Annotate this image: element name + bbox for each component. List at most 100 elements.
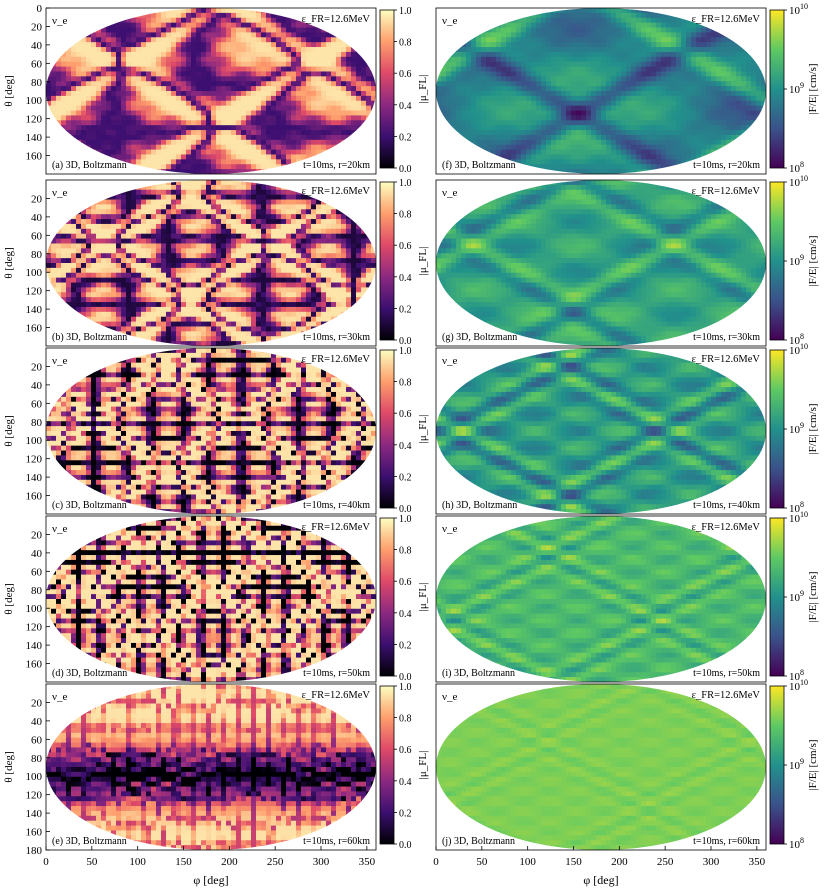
- panel-label: (g) 3D, Boltzmann: [442, 332, 517, 343]
- colorbar-tick-label: 108: [789, 500, 804, 515]
- colorbar-mu-5: 0.0 0.2 0.4 0.6 0.8 1.0 |μ_FL|: [379, 682, 429, 851]
- colorbar-tick-label: 1.0: [399, 6, 412, 17]
- colorbar-tick-label: 0.6: [399, 745, 412, 756]
- colorbar-tick-label: 1.0: [399, 514, 412, 525]
- plot-frame: [435, 179, 767, 347]
- panel-mu-5: ν_e ε_FR=12.6MeV (e) 3D, Boltzmann t=10ms, …: [26, 683, 377, 868]
- colorbar-tick-label: 109: [789, 421, 804, 436]
- x-tick-label: 350: [359, 856, 376, 868]
- x-tick-label: 100: [129, 856, 146, 868]
- colorbar-tick-label: 0.2: [399, 808, 412, 819]
- y-tick-label: 120: [26, 286, 43, 298]
- colorbar-tick-label: 1010: [789, 2, 808, 17]
- time-radius-label: t=10ms, r=40km: [303, 500, 370, 511]
- colorbar-bar: [769, 349, 785, 509]
- y-tick-label: 60: [31, 734, 43, 746]
- colorbar-mu-4: 0.0 0.2 0.4 0.6 0.8 1.0 |μ_FL|: [379, 514, 429, 683]
- y-tick-label: 120: [26, 790, 43, 802]
- colorbar-tick-label: 0.6: [399, 577, 412, 588]
- y-tick-label: 120: [26, 454, 43, 466]
- colorbar-mu-1: 0.0 0.2 0.4 0.6 0.8 1.0 |μ_FL|: [379, 6, 429, 175]
- colorbar-tick-label: 0.0: [399, 504, 412, 515]
- species-label: ν_e: [52, 355, 67, 367]
- energy-label: ε_FR=12.6MeV: [692, 690, 761, 701]
- x-tick-label: 50: [86, 856, 98, 868]
- x-tick-label: 0: [433, 856, 439, 868]
- colorbar-tick-label: 108: [789, 668, 804, 683]
- y-tick-label: 120: [26, 114, 43, 126]
- colorbar-bar: [769, 181, 785, 341]
- energy-label: ε_FR=12.6MeV: [692, 14, 761, 25]
- species-label: ν_e: [52, 15, 67, 27]
- time-radius-label: t=10ms, r=40km: [693, 500, 760, 511]
- panel-label: (c) 3D, Boltzmann: [52, 500, 127, 511]
- y-axis-label: θ [deg]: [3, 247, 15, 278]
- panel-label: (h) 3D, Boltzmann: [442, 500, 517, 511]
- panel-mu-2: ν_e ε_FR=12.6MeV (b) 3D, Boltzmann t=10ms, …: [26, 179, 377, 347]
- species-label: ν_e: [52, 523, 67, 535]
- energy-label: ε_FR=12.6MeV: [302, 186, 371, 197]
- colorbar-tick-label: 0.0: [399, 672, 412, 683]
- colorbar-tick-label: 0.2: [399, 472, 412, 483]
- colorbar-tick-label: 108: [789, 160, 804, 175]
- y-tick-label: 60: [31, 58, 43, 70]
- heatmap-cells: [46, 180, 376, 346]
- plot-frame: [435, 347, 767, 515]
- species-label: ν_e: [442, 187, 457, 199]
- species-label: ν_e: [52, 187, 67, 199]
- colorbar-tick-label: 0.4: [399, 101, 412, 112]
- x-axis-label-left: φ [deg]: [193, 873, 228, 887]
- y-tick-label: 60: [31, 398, 43, 410]
- colorbar-bar: [769, 9, 785, 169]
- colorbar-label: |μ_FL|: [417, 751, 429, 780]
- panel-label: (f) 3D, Boltzmann: [442, 160, 516, 171]
- colorbar-bar: [379, 685, 395, 845]
- panel-label: (j) 3D, Boltzmann: [442, 836, 515, 847]
- colorbar-label: |F/E| [cm/s]: [807, 403, 819, 454]
- heatmap-cells: [46, 684, 376, 850]
- y-axis-label: θ [deg]: [3, 75, 15, 106]
- y-tick-label: 160: [26, 491, 43, 503]
- time-radius-label: t=10ms, r=20km: [693, 160, 760, 171]
- colorbar-label: |F/E| [cm/s]: [807, 235, 819, 286]
- panel-flux-2: ν_e ε_FR=12.6MeV (g) 3D, Boltzmann t=10ms, …: [435, 179, 767, 347]
- species-label: ν_e: [442, 15, 457, 27]
- time-radius-label: t=10ms, r=30km: [303, 332, 370, 343]
- y-tick-label: 20: [31, 361, 43, 373]
- plot-frame: [45, 179, 377, 347]
- heatmap-cells: [46, 8, 376, 174]
- colorbar-tick-label: 0.8: [399, 714, 412, 725]
- x-tick-label: 350: [749, 856, 766, 868]
- plot-frame: [45, 683, 377, 851]
- energy-label: ε_FR=12.6MeV: [302, 690, 371, 701]
- x-tick-label: 250: [267, 856, 284, 868]
- colorbar-bar: [379, 181, 395, 341]
- colorbar-tick-label: 0.2: [399, 304, 412, 315]
- colorbar-tick-label: 0.4: [399, 273, 412, 284]
- panel-mu-1: ν_e ε_FR=12.6MeV (a) 3D, Boltzmann t=10ms, …: [26, 3, 377, 175]
- heatmap-cells: [436, 8, 766, 174]
- colorbar-tick-label: 0.6: [399, 409, 412, 420]
- panel-label: (d) 3D, Boltzmann: [52, 668, 127, 679]
- colorbar-bar: [769, 517, 785, 677]
- species-label: ν_e: [52, 691, 67, 703]
- time-radius-label: t=10ms, r=60km: [303, 836, 370, 847]
- x-tick-label: 150: [565, 856, 582, 868]
- y-tick-label: 80: [31, 77, 43, 89]
- energy-label: ε_FR=12.6MeV: [692, 186, 761, 197]
- colorbar-tick-label: 109: [789, 757, 804, 772]
- plot-frame: [45, 7, 377, 175]
- y-tick-label: 80: [31, 417, 43, 429]
- heatmap-cells: [436, 180, 766, 346]
- colorbar-tick-label: 1010: [789, 510, 808, 525]
- colorbar-label: |μ_FL|: [417, 415, 429, 444]
- panel-mu-3: ν_e ε_FR=12.6MeV (c) 3D, Boltzmann t=10ms, …: [26, 347, 377, 515]
- colorbar-tick-label: 1.0: [399, 178, 412, 189]
- colorbar-tick-label: 1010: [789, 678, 808, 693]
- colorbar-label: |F/E| [cm/s]: [807, 739, 819, 790]
- time-radius-label: t=10ms, r=50km: [303, 668, 370, 679]
- y-tick-label: 60: [31, 230, 43, 242]
- colorbar-tick-label: 0.8: [399, 38, 412, 49]
- plot-frame: [435, 683, 767, 851]
